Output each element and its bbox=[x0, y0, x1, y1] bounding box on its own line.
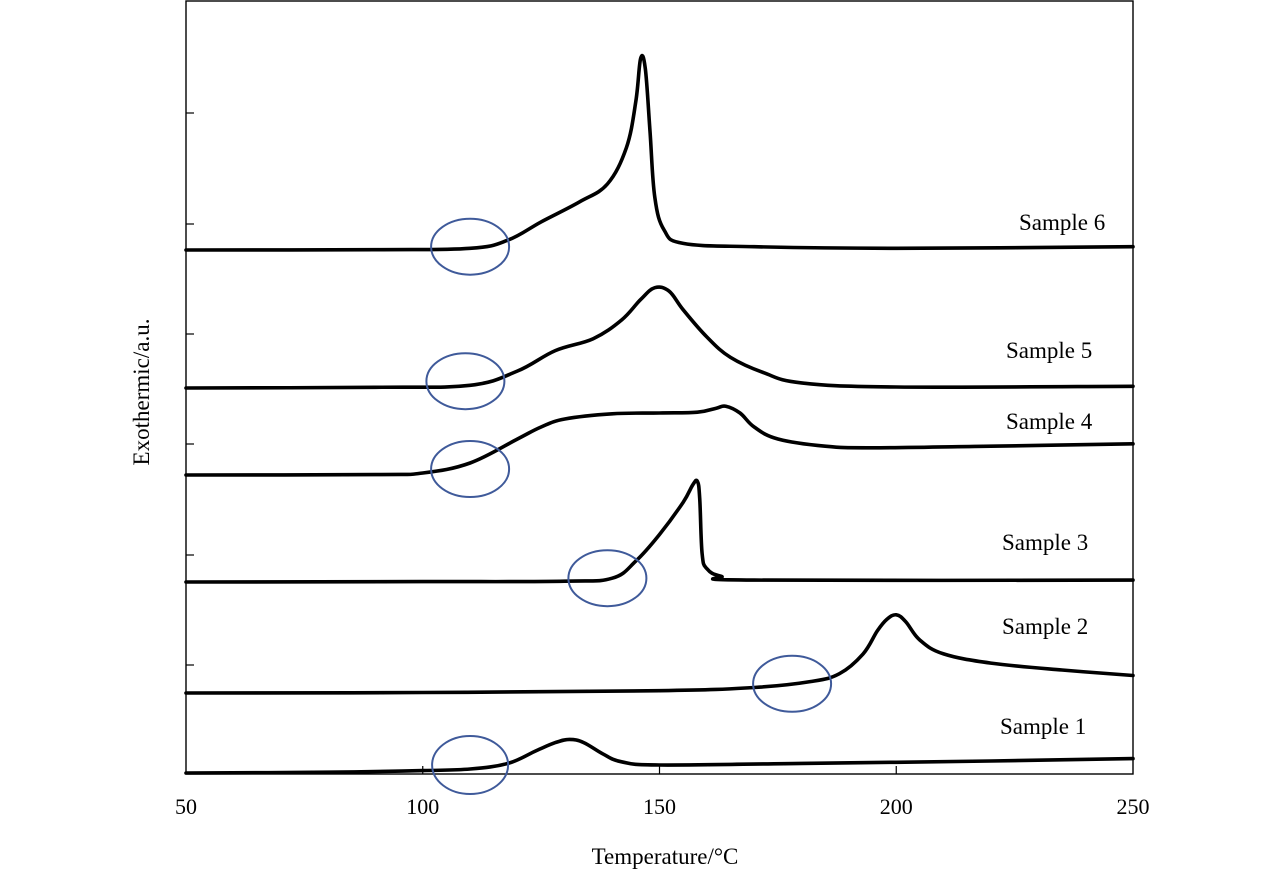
x-axis-title: Temperature/°C bbox=[592, 844, 739, 869]
onset-circle-2 bbox=[752, 654, 833, 713]
x-tick-label-50: 50 bbox=[175, 794, 197, 819]
y-axis-title: Exothermic/a.u. bbox=[129, 319, 154, 466]
series-label-6: Sample 6 bbox=[1019, 210, 1105, 235]
series-curve-3 bbox=[184, 478, 1135, 584]
x-tick-label-200: 200 bbox=[880, 794, 913, 819]
series-curve-1 bbox=[184, 737, 1135, 775]
series-label-2: Sample 2 bbox=[1002, 614, 1088, 639]
series-labels: Sample 1 Sample 2 Sample 3 Sample 4 Sample 5… bbox=[1000, 210, 1105, 739]
x-tick-label-150: 150 bbox=[643, 794, 676, 819]
series-curve-4 bbox=[184, 404, 1135, 477]
x-tick-label-250: 250 bbox=[1117, 794, 1150, 819]
onset-circle-5 bbox=[425, 352, 506, 411]
series-label-4: Sample 4 bbox=[1006, 409, 1093, 434]
onset-circle-1 bbox=[431, 735, 510, 795]
series-curves bbox=[184, 53, 1135, 775]
onset-markers bbox=[425, 217, 833, 795]
series-label-5: Sample 5 bbox=[1006, 338, 1092, 363]
series-curve-2 bbox=[184, 612, 1135, 695]
series-curve-5 bbox=[184, 285, 1135, 390]
series-curve-6 bbox=[184, 53, 1135, 252]
y-axis-ticks bbox=[186, 112, 194, 666]
series-label-3: Sample 3 bbox=[1002, 530, 1088, 555]
onset-circle-4 bbox=[430, 440, 511, 498]
x-axis-ticks: 50 100 150 200 250 bbox=[175, 766, 1150, 819]
onset-circle-3 bbox=[567, 549, 648, 608]
x-tick-label-100: 100 bbox=[406, 794, 439, 819]
onset-circle-6 bbox=[430, 217, 511, 276]
series-label-1: Sample 1 bbox=[1000, 714, 1086, 739]
